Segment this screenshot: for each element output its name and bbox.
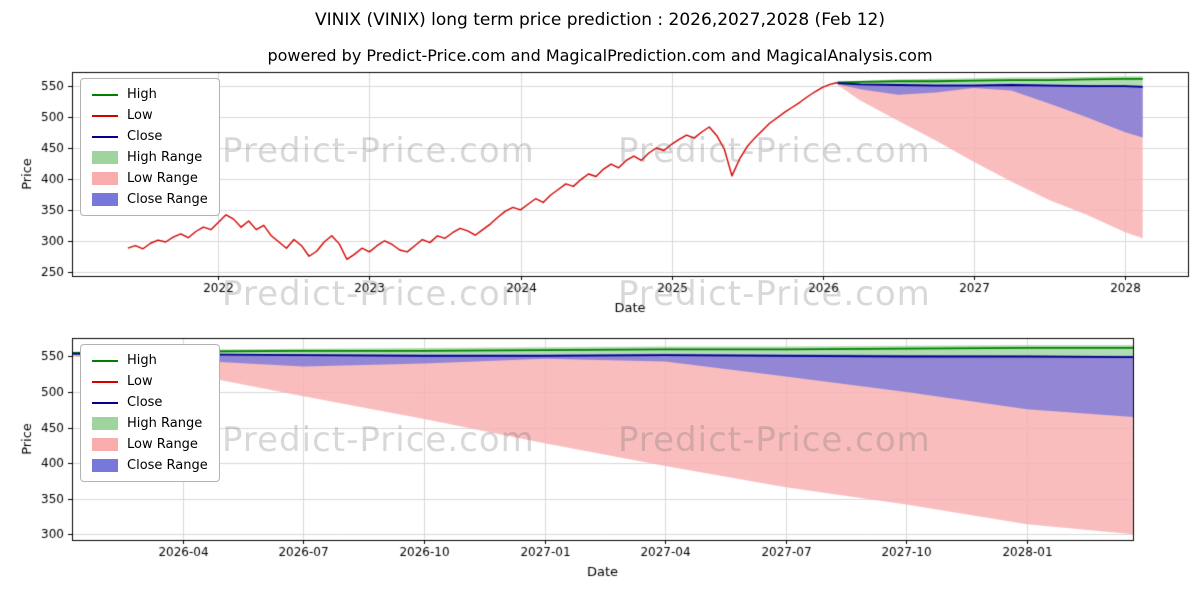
legend-patch-swatch [92,438,118,451]
legend-line-swatch [92,380,118,383]
legend-line-swatch [92,114,118,117]
legend-entry-label: Low Range [127,437,198,452]
legend-patch-swatch [92,459,118,472]
legend-entry-low: Low [92,373,208,390]
legend-entry-close-range: Close Range [92,191,208,208]
legend-patch-swatch [92,172,118,185]
legend-patch-swatch [92,193,118,206]
legend-entry-label: High [127,87,157,102]
legend-bottom-chart: High Low Close High Range Low Range Close Ran… [80,344,220,482]
legend-entry-low-range: Low Range [92,170,208,187]
legend-entry-close: Close [92,128,208,145]
page-subtitle: powered by Predict-Price.com and Magical… [267,46,933,65]
legend-entry-close: Close [92,394,208,411]
legend-entry-label: High Range [127,416,203,431]
legend-entry-high: High [92,352,208,369]
legend-patch-swatch [92,417,118,430]
legend-entry-label: Close Range [127,192,208,207]
legend-entry-label: Low [127,374,153,389]
page-title: VINIX (VINIX) long term price prediction… [315,10,885,30]
legend-entry-label: Close Range [127,458,208,473]
legend-entry-high-range: High Range [92,415,208,432]
legend-line-swatch [92,359,118,362]
legend-patch-swatch [92,151,118,164]
legend-entry-label: High Range [127,150,203,165]
legend-line-swatch [92,135,118,138]
legend-entry-label: Low [127,108,153,123]
legend-entry-label: High [127,353,157,368]
legend-line-swatch [92,401,118,404]
legend-top-chart: High Low Close High Range Low Range Close Ran… [80,78,220,216]
legend-line-swatch [92,93,118,96]
legend-entry-close-range: Close Range [92,457,208,474]
legend-entry-label: Low Range [127,171,198,186]
legend-entry-high: High [92,86,208,103]
legend-entry-low-range: Low Range [92,436,208,453]
legend-entry-high-range: High Range [92,149,208,166]
legend-entry-label: Close [127,395,163,410]
legend-entry-label: Close [127,129,163,144]
legend-entry-low: Low [92,107,208,124]
